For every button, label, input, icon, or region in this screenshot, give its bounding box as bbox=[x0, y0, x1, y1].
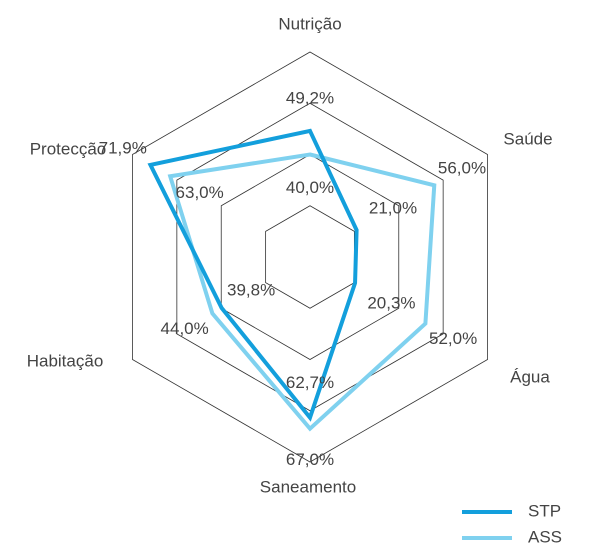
value-label: 21,0% bbox=[369, 199, 417, 218]
axis-label: Água bbox=[510, 367, 550, 386]
grid-ring bbox=[176, 102, 444, 412]
value-label: 71,9% bbox=[99, 138, 147, 157]
value-label: 67,0% bbox=[286, 450, 334, 469]
axis-label: Saneamento bbox=[260, 477, 356, 496]
value-label: 63,0% bbox=[176, 183, 224, 202]
value-label: 40,0% bbox=[286, 178, 334, 197]
legend-label: ASS bbox=[528, 527, 562, 546]
value-label: 52,0% bbox=[429, 329, 477, 348]
axis-label: Protecção bbox=[30, 139, 107, 158]
value-label: 62,7% bbox=[286, 373, 334, 392]
grid-ring bbox=[132, 51, 488, 463]
axis-label: Habitação bbox=[27, 351, 104, 370]
axis-label: Nutrição bbox=[278, 14, 341, 33]
series-line bbox=[147, 128, 359, 422]
value-label: 39,8% bbox=[227, 280, 275, 299]
grid-ring bbox=[220, 154, 400, 360]
legend-label: STP bbox=[528, 501, 561, 520]
series-line bbox=[167, 152, 437, 432]
axis-label: Saúde bbox=[503, 129, 552, 148]
value-label: 49,2% bbox=[286, 88, 334, 107]
grid-ring bbox=[265, 205, 355, 309]
value-label: 56,0% bbox=[438, 159, 486, 178]
value-label: 20,3% bbox=[367, 293, 415, 312]
value-label: 44,0% bbox=[161, 319, 209, 338]
